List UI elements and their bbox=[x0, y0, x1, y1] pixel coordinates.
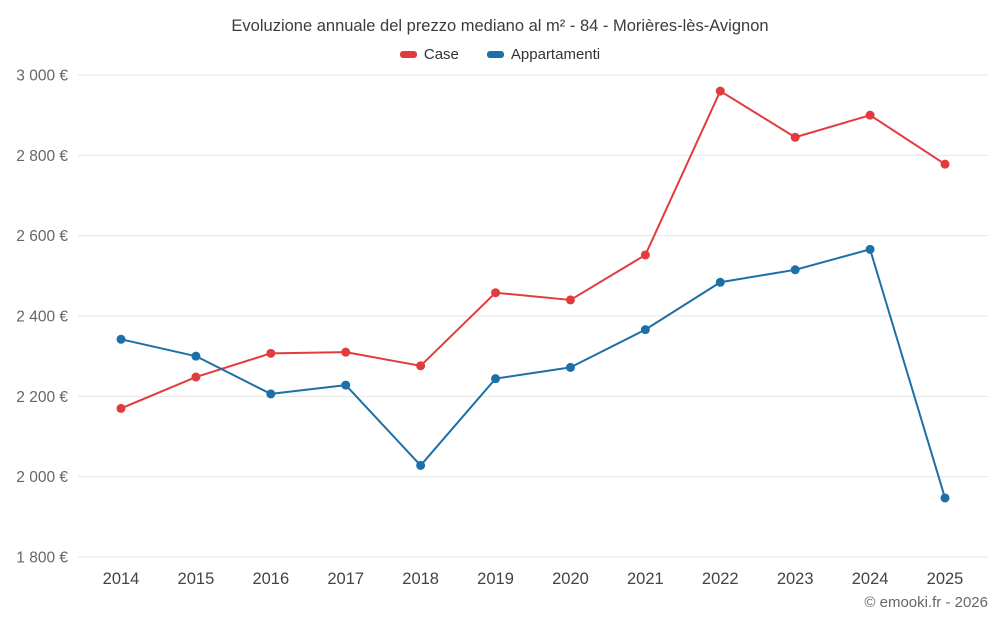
credits-link[interactable]: © emooki.fr - 2026 bbox=[864, 594, 988, 611]
data-point-appartamenti-2019[interactable] bbox=[491, 374, 501, 384]
y-axis-tick-label: 2 400 € bbox=[16, 309, 68, 326]
data-point-case-2016[interactable] bbox=[266, 348, 276, 358]
data-point-case-2024[interactable] bbox=[865, 110, 875, 120]
data-point-appartamenti-2023[interactable] bbox=[790, 265, 800, 275]
data-point-appartamenti-2018[interactable] bbox=[416, 460, 426, 470]
y-axis-tick-label: 3 000 € bbox=[16, 68, 68, 85]
data-point-appartamenti-2022[interactable] bbox=[715, 277, 725, 287]
data-point-case-2017[interactable] bbox=[341, 347, 351, 357]
series-line-case bbox=[120, 90, 946, 410]
series-line-appartamenti bbox=[120, 248, 946, 499]
x-axis-tick-label: 2015 bbox=[178, 570, 215, 588]
x-axis-tick-label: 2017 bbox=[327, 570, 364, 588]
case-series-swatch-icon bbox=[399, 51, 417, 58]
chart-legend: Case Appartamenti bbox=[0, 46, 1000, 63]
y-axis-tick-label: 2 200 € bbox=[16, 389, 68, 406]
x-axis-tick-label: 2018 bbox=[402, 570, 439, 588]
data-point-appartamenti-2020[interactable] bbox=[565, 362, 575, 372]
data-point-case-2019[interactable] bbox=[491, 288, 501, 298]
data-point-appartamenti-2017[interactable] bbox=[341, 380, 351, 390]
data-point-appartamenti-2015[interactable] bbox=[191, 351, 201, 361]
data-point-case-2020[interactable] bbox=[565, 295, 575, 305]
y-axis-tick-label: 2 600 € bbox=[16, 228, 68, 245]
data-point-case-2021[interactable] bbox=[640, 250, 650, 260]
legend-label-case: Case bbox=[423, 46, 459, 63]
legend-item-appartamenti[interactable]: Appartamenti bbox=[486, 46, 601, 63]
x-axis-tick-label: 2023 bbox=[777, 570, 814, 588]
x-axis-tick-label: 2016 bbox=[252, 570, 289, 588]
x-axis-tick-label: 2022 bbox=[702, 570, 739, 588]
chart-title: Evoluzione annuale del prezzo mediano al… bbox=[231, 17, 769, 35]
x-axis-tick-label: 2019 bbox=[477, 570, 514, 588]
data-point-case-2015[interactable] bbox=[191, 372, 201, 382]
appartamenti-series-swatch-icon bbox=[486, 51, 504, 58]
y-axis-tick-label: 2 000 € bbox=[16, 469, 68, 486]
data-point-appartamenti-2021[interactable] bbox=[640, 325, 650, 335]
y-axis-tick-label: 2 800 € bbox=[16, 148, 68, 165]
data-point-appartamenti-2016[interactable] bbox=[266, 389, 276, 399]
data-point-appartamenti-2024[interactable] bbox=[865, 244, 875, 254]
data-point-case-2025[interactable] bbox=[940, 159, 950, 169]
x-axis-tick-label: 2020 bbox=[552, 570, 589, 588]
legend-item-case[interactable]: Case bbox=[399, 46, 459, 63]
x-axis-tick-label: 2021 bbox=[627, 570, 664, 588]
x-axis-tick-label: 2024 bbox=[852, 570, 889, 588]
data-point-case-2022[interactable] bbox=[715, 86, 725, 96]
x-axis-tick-label: 2014 bbox=[103, 570, 140, 588]
data-point-appartamenti-2014[interactable] bbox=[116, 334, 126, 344]
data-point-case-2018[interactable] bbox=[416, 361, 426, 371]
data-point-case-2014[interactable] bbox=[116, 403, 126, 413]
x-axis-tick-label: 2025 bbox=[927, 570, 964, 588]
y-axis-tick-label: 1 800 € bbox=[16, 550, 68, 567]
data-point-appartamenti-2025[interactable] bbox=[940, 493, 950, 503]
legend-label-appartamenti: Appartamenti bbox=[510, 46, 601, 63]
data-point-case-2023[interactable] bbox=[790, 132, 800, 142]
